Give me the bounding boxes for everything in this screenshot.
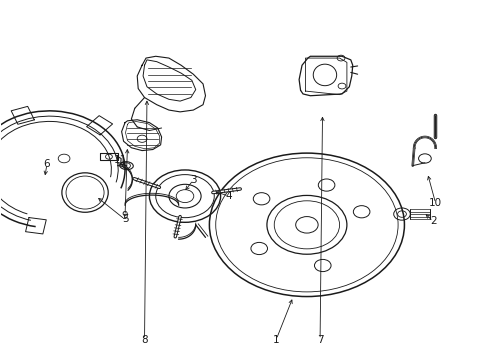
Text: 11: 11 xyxy=(113,155,126,165)
Text: 8: 8 xyxy=(141,334,147,345)
Text: 6: 6 xyxy=(43,159,50,169)
Text: 5: 5 xyxy=(122,215,128,224)
Text: 9: 9 xyxy=(122,211,128,221)
Text: 3: 3 xyxy=(190,175,196,185)
Text: 1: 1 xyxy=(272,334,279,345)
Text: 2: 2 xyxy=(429,216,436,226)
Text: 10: 10 xyxy=(428,198,441,208)
Text: 4: 4 xyxy=(225,191,232,201)
Text: 7: 7 xyxy=(316,334,323,345)
